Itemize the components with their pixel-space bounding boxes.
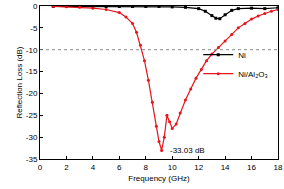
svg-text:-30: -30 <box>26 133 38 142</box>
svg-text:-5: -5 <box>30 24 38 33</box>
svg-text:0: 0 <box>38 163 43 172</box>
svg-text:16: 16 <box>247 163 256 172</box>
svg-text:-20: -20 <box>26 89 38 98</box>
svg-text:-15: -15 <box>26 67 38 76</box>
svg-text:-10: -10 <box>26 46 38 55</box>
svg-text:Frequency (GHz): Frequency (GHz) <box>128 174 190 183</box>
svg-text:2: 2 <box>64 163 69 172</box>
svg-text:Reflection Loss (dB): Reflection Loss (dB) <box>15 46 24 118</box>
svg-text:4: 4 <box>91 163 96 172</box>
svg-text:18: 18 <box>274 163 283 172</box>
svg-text:-33.03 dB: -33.03 dB <box>170 146 205 155</box>
svg-text:6: 6 <box>117 163 122 172</box>
svg-text:0: 0 <box>33 2 38 11</box>
svg-text:8: 8 <box>144 163 149 172</box>
svg-text:10: 10 <box>168 163 177 172</box>
svg-text:14: 14 <box>221 163 230 172</box>
svg-text:Ni/Al₂O₃: Ni/Al₂O₃ <box>238 70 267 79</box>
svg-text:-35: -35 <box>26 155 38 164</box>
svg-text:12: 12 <box>194 163 203 172</box>
svg-text:Ni: Ni <box>238 51 246 60</box>
svg-text:-25: -25 <box>26 111 38 120</box>
